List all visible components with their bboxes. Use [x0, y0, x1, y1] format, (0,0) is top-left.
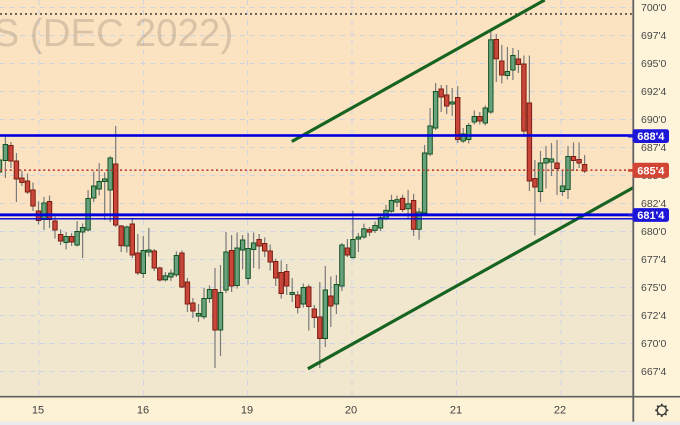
svg-text:690'0: 690'0: [641, 114, 667, 126]
svg-text:680'0: 680'0: [641, 226, 667, 238]
svg-text:677'4: 677'4: [641, 254, 667, 266]
svg-text:670'0: 670'0: [641, 338, 667, 350]
svg-text:20: 20: [345, 405, 357, 417]
svg-text:672'4: 672'4: [641, 310, 667, 322]
svg-text:687'4: 687'4: [641, 142, 667, 154]
svg-text:667'4: 667'4: [641, 366, 667, 378]
svg-text:700'0: 700'0: [641, 2, 667, 14]
svg-text:695'0: 695'0: [641, 58, 667, 70]
svg-text:685'4: 685'4: [637, 165, 665, 177]
svg-text:697'4: 697'4: [641, 30, 667, 42]
svg-text:15: 15: [32, 405, 44, 417]
svg-text:19: 19: [241, 405, 253, 417]
svg-text:675'0: 675'0: [641, 282, 667, 294]
svg-text:16: 16: [137, 405, 149, 417]
svg-text:21: 21: [450, 405, 462, 417]
svg-text:S (DEC 2022): S (DEC 2022): [0, 12, 233, 55]
svg-text:682'4: 682'4: [641, 198, 667, 210]
svg-text:22: 22: [554, 405, 566, 417]
svg-text:692'4: 692'4: [641, 86, 667, 98]
svg-text:681'4: 681'4: [637, 210, 665, 222]
svg-text:688'4: 688'4: [637, 131, 665, 143]
